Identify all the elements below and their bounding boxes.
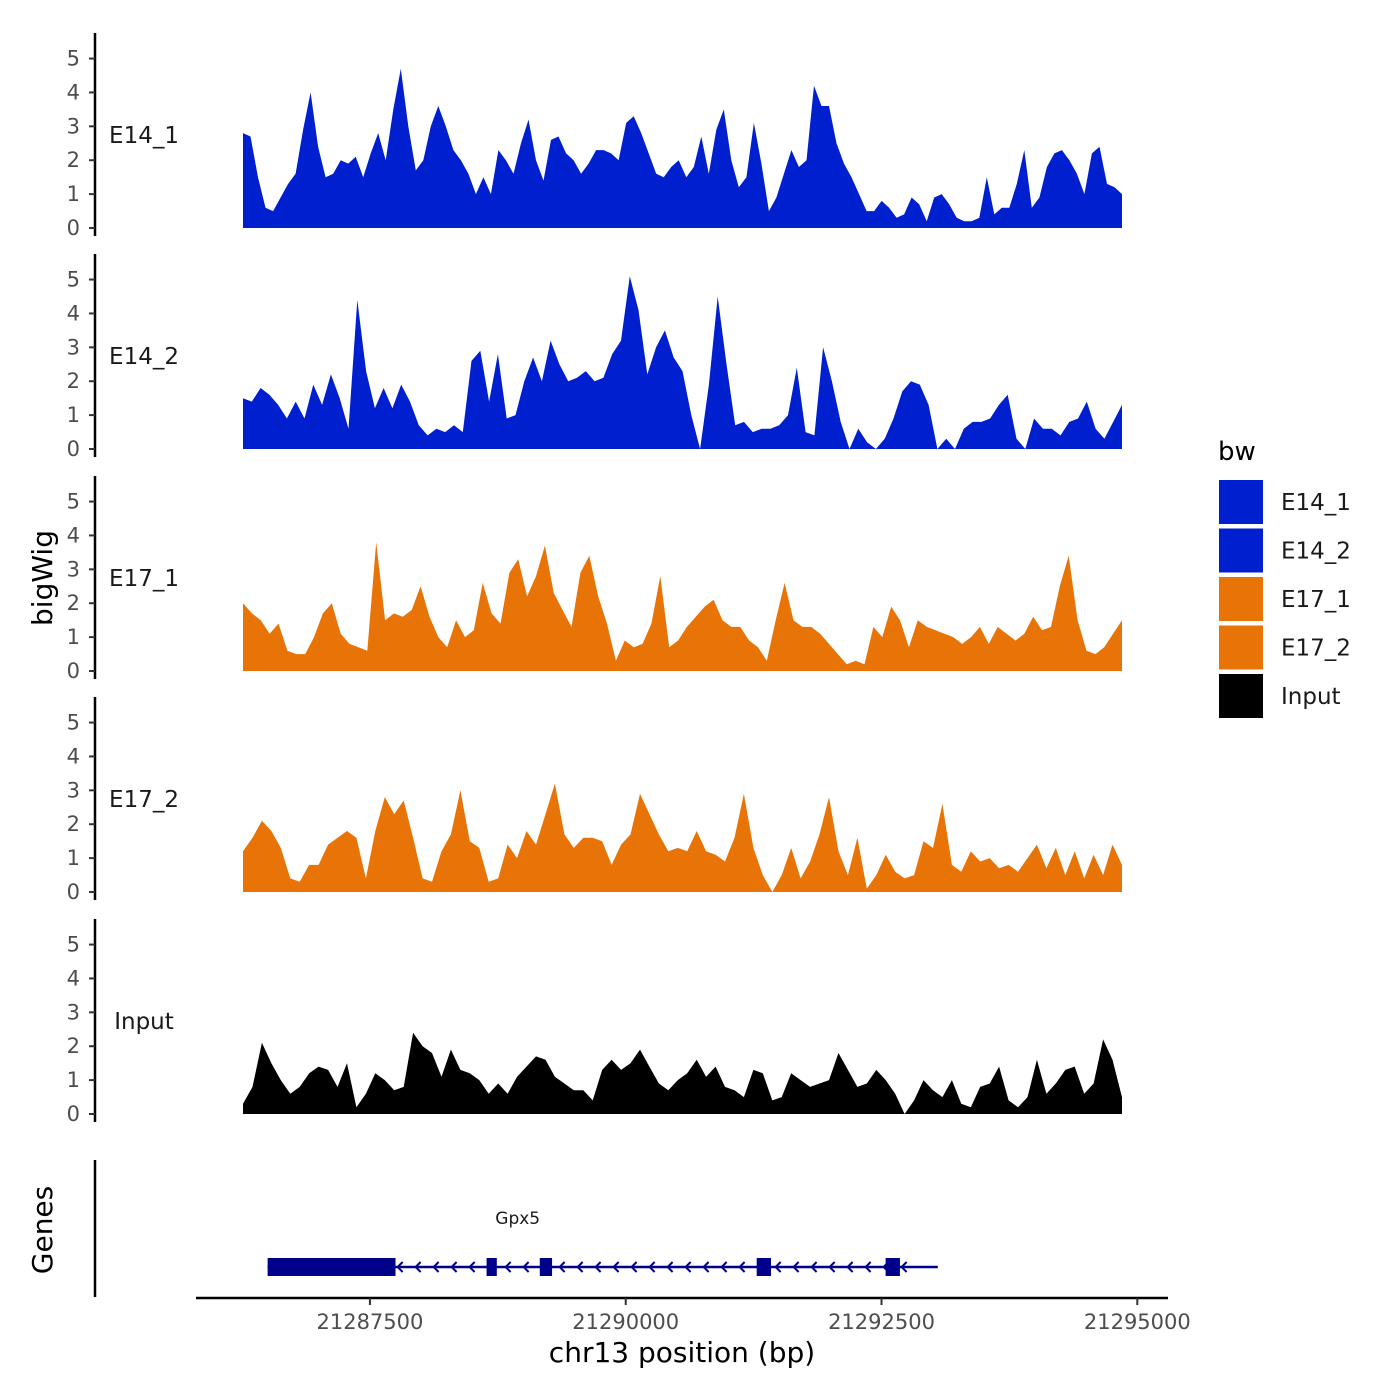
gene-exon (539, 1258, 553, 1276)
strand-arrow-icon (684, 1261, 692, 1273)
legend-swatch (1219, 625, 1263, 670)
track-label: E14_1 (109, 123, 179, 149)
strand-arrow-icon (450, 1261, 458, 1273)
y-tick-label: 4 (67, 523, 80, 547)
y-axis-title: bigWig (26, 530, 59, 626)
strand-arrow-icon (792, 1261, 800, 1273)
x-axis: 21287500 21290000 21292500 21295000 (196, 1296, 1191, 1334)
legend-label: E14_2 (1281, 539, 1351, 565)
strand-arrow-icon (594, 1261, 602, 1273)
gene-exon (267, 1258, 396, 1276)
y-tick-label: 1 (67, 403, 80, 427)
track-area-e14_2 (243, 276, 1122, 449)
strand-arrow-icon (810, 1261, 818, 1273)
strand-arrow-icon (702, 1261, 710, 1273)
y-tick-label: 3 (67, 114, 80, 138)
strand-arrow-icon (846, 1261, 854, 1273)
track-label: E17_1 (109, 566, 179, 592)
strand-arrow-icon (774, 1261, 782, 1273)
y-tick-label: 0 (67, 659, 80, 683)
track-area-input (243, 1032, 1122, 1114)
y-tick-label: 0 (67, 216, 80, 240)
y-tick-label: 1 (67, 846, 80, 870)
strand-arrow-icon (720, 1261, 728, 1273)
track-label: E17_2 (109, 787, 179, 813)
y-tick-label: 2 (67, 812, 80, 836)
gene-name: Gpx5 (495, 1209, 540, 1229)
strand-arrow-icon (396, 1261, 404, 1273)
y-tick-label: 4 (67, 744, 80, 768)
legend-swatch (1219, 674, 1263, 718)
x-tick-label: 21295000 (1084, 1310, 1191, 1334)
legend-title: bw (1218, 437, 1256, 467)
track-area-e17_1 (243, 542, 1122, 671)
legend-label: E17_2 (1281, 636, 1351, 662)
strand-arrow-icon (576, 1261, 584, 1273)
track-e14_2: 0 1 2 3 4 5 E14_2 (67, 254, 1122, 461)
y-tick-label: 5 (67, 268, 80, 292)
strand-arrow-icon (612, 1261, 620, 1273)
tracks-layer: 0 1 2 3 4 5 E14_1 0 1 2 3 4 5 E14_2 0 1 2 3 4 5 E17_1 0 1 2 3 4 5 E… (67, 33, 1122, 1126)
strand-arrow-icon (414, 1261, 422, 1273)
strand-arrow-icon (864, 1261, 872, 1273)
x-axis-title: chr13 position (bp) (549, 1336, 815, 1369)
y-tick-label: 4 (67, 301, 80, 325)
y-tick-label: 3 (67, 778, 80, 802)
gene-exon (486, 1258, 497, 1276)
legend: bw E14_1 E14_2 E17_1 E17_2 Input (1218, 437, 1351, 718)
legend-swatch (1219, 480, 1263, 524)
y-tick-label: 5 (67, 47, 80, 71)
track-e17_2: 0 1 2 3 4 5 E17_2 (67, 697, 1122, 904)
y-tick-label: 4 (67, 80, 80, 104)
track-area-e17_2 (243, 783, 1122, 892)
strand-arrow-icon (630, 1261, 638, 1273)
strand-arrow-icon (468, 1261, 476, 1273)
strand-arrow-icon (738, 1261, 746, 1273)
y-tick-label: 2 (67, 591, 80, 615)
legend-label: Input (1281, 684, 1341, 710)
y-tick-label: 5 (67, 711, 80, 735)
y-tick-label: 2 (67, 369, 80, 393)
legend-label: E14_1 (1281, 490, 1351, 516)
y-tick-label: 4 (67, 966, 80, 990)
y-tick-label: 1 (67, 182, 80, 206)
y-tick-label: 2 (67, 148, 80, 172)
y-tick-label: 3 (67, 1000, 80, 1024)
gene-exon (885, 1258, 900, 1276)
strand-arrow-icon (648, 1261, 656, 1273)
track-area-e14_1 (243, 68, 1122, 228)
y-tick-label: 3 (67, 557, 80, 581)
y-tick-label: 3 (67, 335, 80, 359)
y-tick-label: 0 (67, 437, 80, 461)
track-e17_1: 0 1 2 3 4 5 E17_1 (67, 476, 1122, 683)
strand-arrow-icon (522, 1261, 530, 1273)
x-tick-label: 21287500 (316, 1310, 423, 1334)
track-input: 0 1 2 3 4 5 Input (67, 919, 1122, 1126)
y-tick-label: 2 (67, 1034, 80, 1058)
track-label: Input (114, 1009, 174, 1035)
track-e14_1: 0 1 2 3 4 5 E14_1 (67, 33, 1122, 240)
y-tick-label: 5 (67, 490, 80, 514)
legend-swatch (1219, 528, 1263, 573)
y-tick-label: 5 (67, 933, 80, 957)
strand-arrow-icon (432, 1261, 440, 1273)
y-tick-label: 1 (67, 625, 80, 649)
genes-panel: Genes Gpx5 (26, 1160, 938, 1297)
y-tick-label: 0 (67, 880, 80, 904)
legend-label: E17_1 (1281, 587, 1351, 613)
strand-arrow-icon (828, 1261, 836, 1273)
strand-arrow-icon (504, 1261, 512, 1273)
x-tick-label: 21292500 (828, 1310, 935, 1334)
legend-swatch (1219, 577, 1263, 621)
strand-arrow-icon (900, 1261, 908, 1273)
x-tick-label: 21290000 (572, 1310, 679, 1334)
track-label: E14_2 (109, 344, 179, 370)
y-tick-label: 0 (67, 1102, 80, 1126)
strand-arrow-icon (558, 1261, 566, 1273)
strand-arrow-icon (666, 1261, 674, 1273)
genes-title: Genes (26, 1186, 59, 1274)
y-tick-label: 1 (67, 1068, 80, 1092)
gene-exon (756, 1258, 772, 1276)
